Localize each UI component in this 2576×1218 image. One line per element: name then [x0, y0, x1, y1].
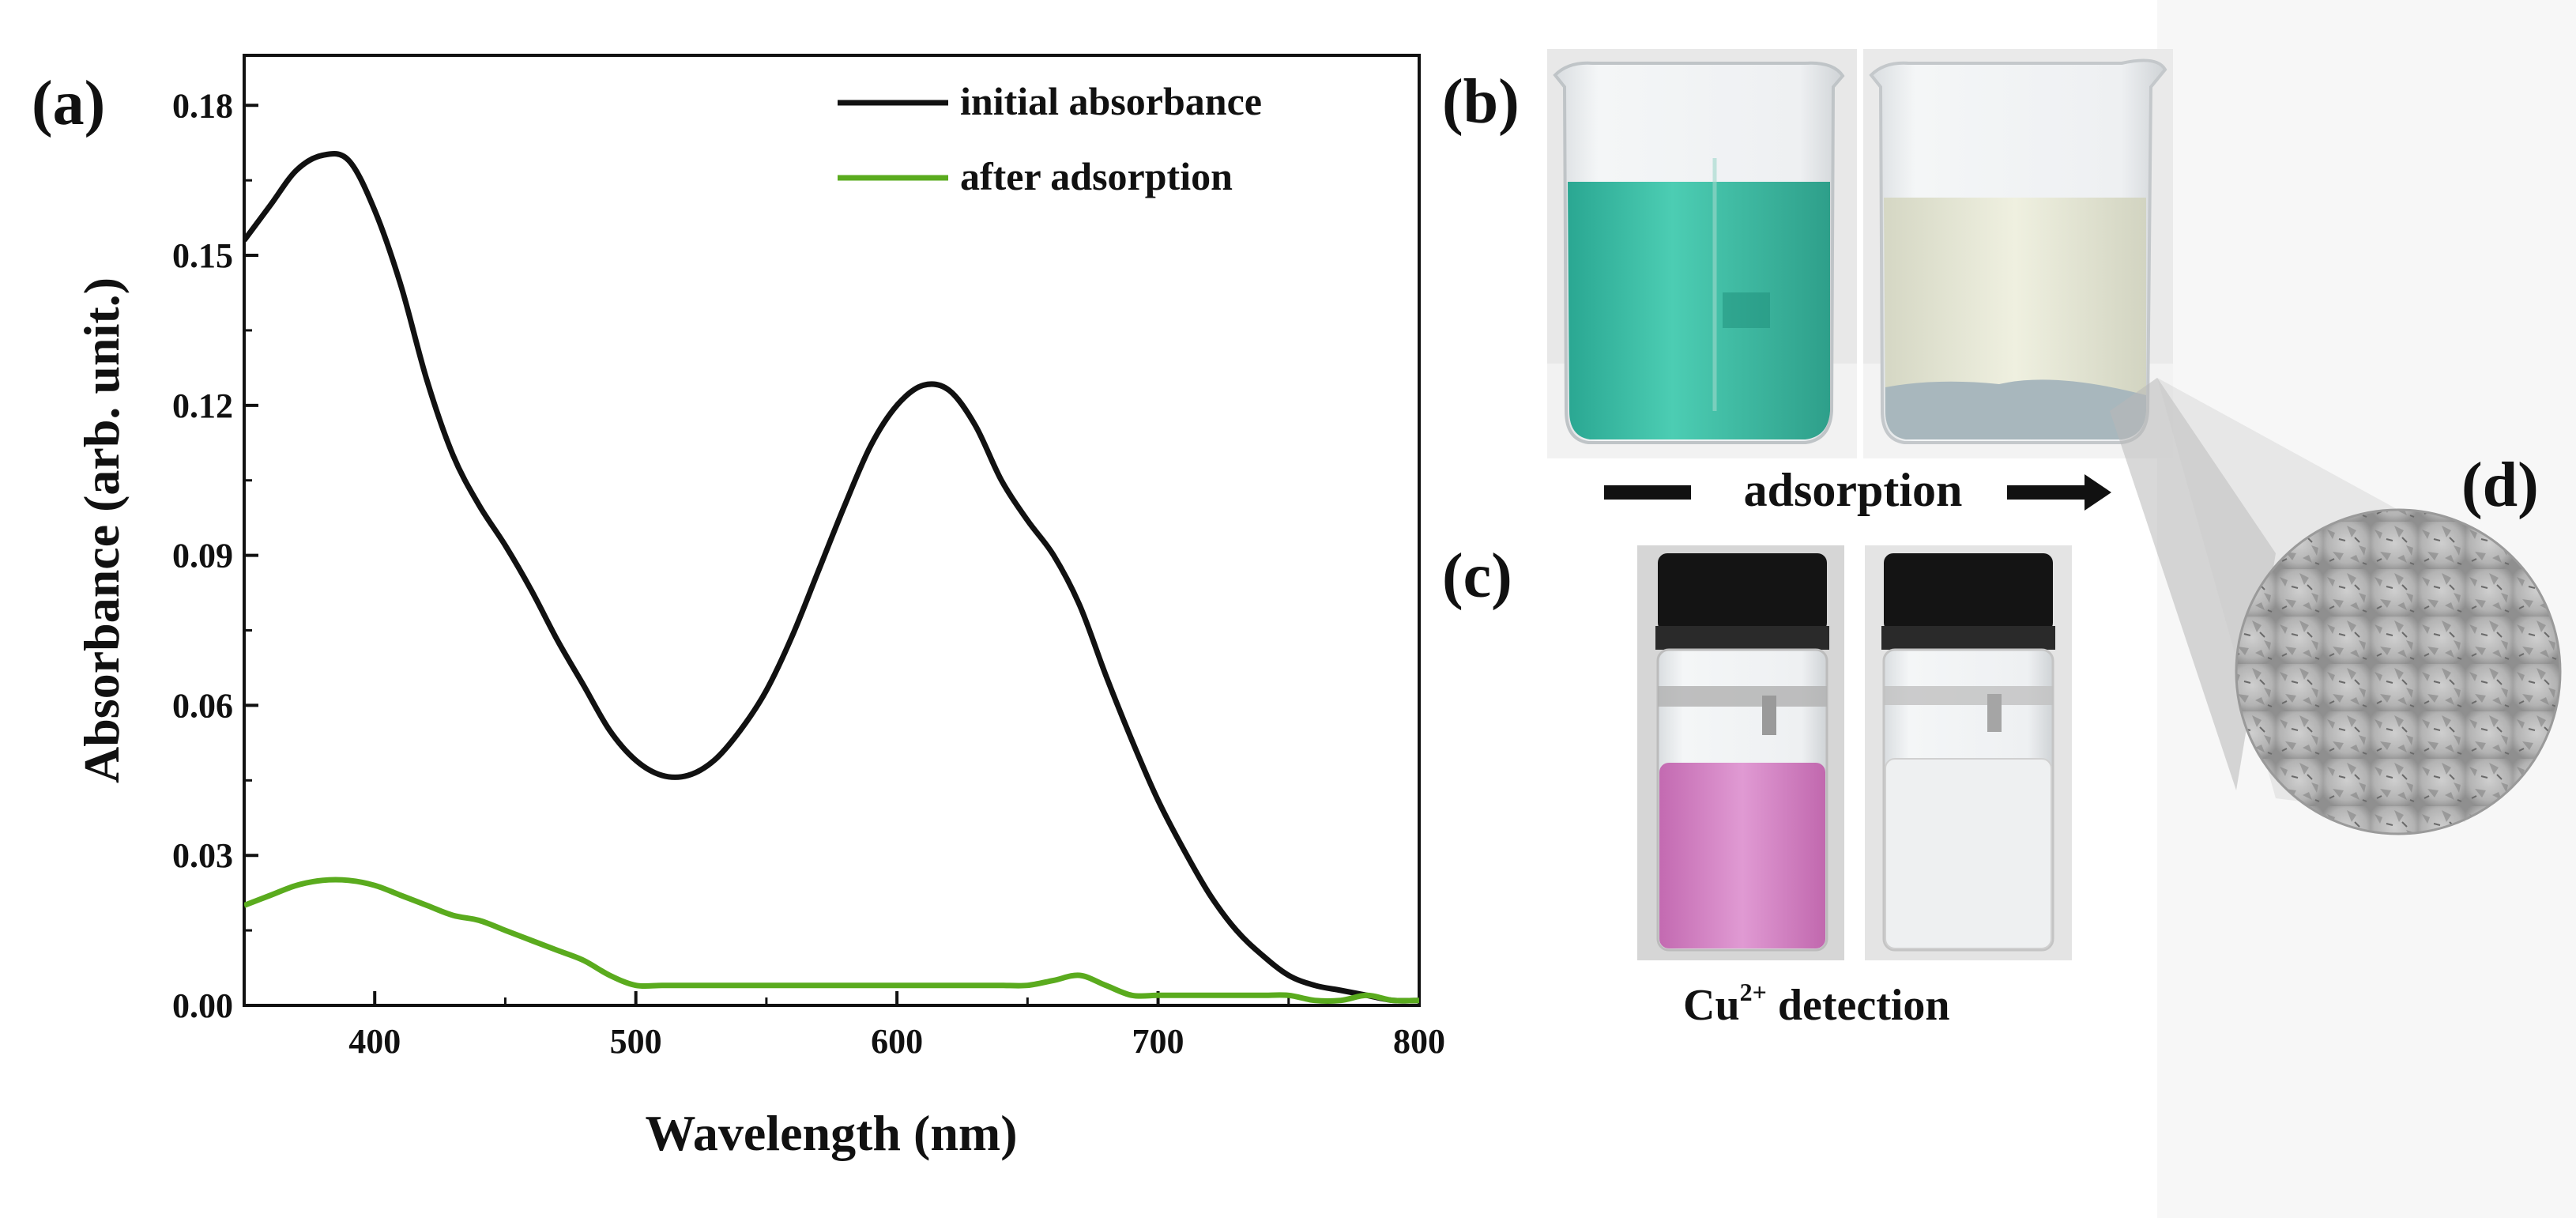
clear-solution — [1885, 758, 2052, 949]
panel-d-label: (d) — [2461, 451, 2539, 520]
arrow-shaft-left — [1604, 485, 1691, 500]
powder-closeup-photo — [2236, 510, 2560, 834]
y-tick-label: 0.03 — [172, 836, 233, 875]
legend-label-after-adsorption: after adsorption — [960, 154, 1233, 198]
y-tick-label: 0.15 — [172, 236, 233, 275]
vial-before-photo — [1637, 545, 1844, 960]
panel-c-label: (c) — [1442, 541, 1512, 611]
beaker-after-photo — [1863, 49, 2173, 458]
series-after-adsorption-line — [244, 877, 1419, 1004]
x-tick-label: 700 — [1132, 1022, 1184, 1061]
cu-detection-label: Cu2+ detection — [1683, 978, 1950, 1030]
vial-after-photo — [1865, 545, 2072, 960]
adsorbent-sediment — [1885, 379, 2146, 439]
y-axis-label: Absorbance (arb. unit.) — [73, 277, 130, 783]
pink-solution — [1659, 763, 1825, 948]
arrow-shaft-right — [2007, 485, 2086, 500]
y-tick-label: 0.06 — [172, 686, 233, 725]
teal-solution — [1568, 182, 1830, 439]
x-tick-label: 800 — [1393, 1022, 1445, 1061]
panel-a-label: (a) — [32, 69, 105, 138]
plot-frame — [243, 54, 1421, 1007]
x-tick-label: 500 — [610, 1022, 662, 1061]
legend-label-initial-absorbance: initial absorbance — [960, 79, 1262, 123]
zoom-cone — [2110, 378, 2276, 790]
x-axis-label: Wavelength (nm) — [645, 1105, 1017, 1161]
y-tick-label: 0.00 — [172, 986, 233, 1025]
x-tick-label: 400 — [348, 1022, 401, 1061]
y-tick-label: 0.09 — [172, 537, 233, 575]
series-initial-absorbance-line — [244, 151, 1419, 1004]
y-tick-label: 0.18 — [172, 86, 233, 125]
x-tick-label: 600 — [871, 1022, 923, 1061]
adsorption-label: adsorption — [1744, 464, 1963, 516]
y-tick-label: 0.12 — [172, 387, 233, 425]
arrow-head-icon — [2085, 474, 2111, 511]
panel-b-label: (b) — [1442, 67, 1520, 137]
y-axis-ticks: 0.00 0.03 0.06 0.09 0.12 0.15 0.18 — [172, 86, 258, 1025]
x-axis-ticks: 400 500 600 700 800 — [243, 991, 1445, 1061]
beaker-before-photo — [1547, 49, 1857, 458]
pale-solution — [1884, 198, 2146, 439]
